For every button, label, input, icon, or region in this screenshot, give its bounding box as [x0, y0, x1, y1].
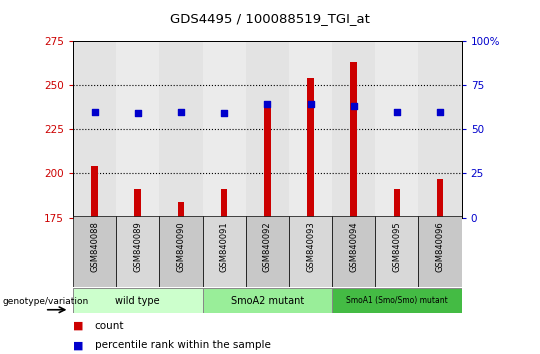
Text: ■: ■: [73, 321, 83, 331]
Bar: [375, 41, 418, 218]
Bar: [332, 41, 375, 218]
Bar: [134, 189, 141, 218]
Bar: [246, 41, 289, 218]
Text: count: count: [94, 321, 124, 331]
Text: GSM840096: GSM840096: [436, 221, 444, 272]
Bar: [159, 216, 202, 287]
Bar: [73, 216, 116, 287]
Text: SmoA1 (Smo/Smo) mutant: SmoA1 (Smo/Smo) mutant: [346, 296, 448, 305]
Text: GSM840094: GSM840094: [349, 221, 358, 272]
Bar: [116, 216, 159, 287]
Point: [306, 102, 315, 107]
Bar: [264, 106, 271, 218]
Text: GSM840089: GSM840089: [133, 221, 142, 272]
Bar: [73, 41, 116, 218]
Bar: [202, 288, 332, 313]
Text: GSM840088: GSM840088: [90, 221, 99, 272]
Bar: [418, 216, 462, 287]
Bar: [394, 189, 400, 218]
Text: GSM840090: GSM840090: [177, 221, 185, 272]
Text: percentile rank within the sample: percentile rank within the sample: [94, 340, 271, 350]
Text: GSM840092: GSM840092: [263, 221, 272, 272]
Bar: [289, 41, 332, 218]
Bar: [418, 41, 462, 218]
Text: wild type: wild type: [116, 296, 160, 306]
Bar: [375, 216, 418, 287]
Bar: [73, 288, 202, 313]
Text: SmoA2 mutant: SmoA2 mutant: [231, 296, 304, 306]
Point: [133, 110, 142, 116]
Point: [393, 109, 401, 114]
Text: GDS4495 / 100088519_TGI_at: GDS4495 / 100088519_TGI_at: [170, 12, 370, 25]
Bar: [221, 189, 227, 218]
Bar: [178, 202, 184, 218]
Bar: [116, 41, 159, 218]
Point: [177, 109, 185, 114]
Bar: [332, 216, 375, 287]
Bar: [307, 78, 314, 218]
Text: genotype/variation: genotype/variation: [3, 297, 89, 306]
Text: GSM840093: GSM840093: [306, 221, 315, 272]
Bar: [202, 41, 246, 218]
Text: GSM840091: GSM840091: [220, 221, 228, 272]
Bar: [350, 62, 357, 218]
Point: [349, 103, 358, 109]
Text: GSM840095: GSM840095: [393, 221, 401, 272]
Point: [263, 102, 272, 107]
Bar: [289, 216, 332, 287]
Bar: [332, 288, 462, 313]
Bar: [437, 179, 443, 218]
Bar: [91, 166, 98, 218]
Bar: [202, 216, 246, 287]
Bar: [246, 216, 289, 287]
Point: [436, 109, 444, 114]
Point: [90, 109, 99, 114]
Text: ■: ■: [73, 340, 83, 350]
Point: [220, 110, 228, 116]
Bar: [159, 41, 202, 218]
